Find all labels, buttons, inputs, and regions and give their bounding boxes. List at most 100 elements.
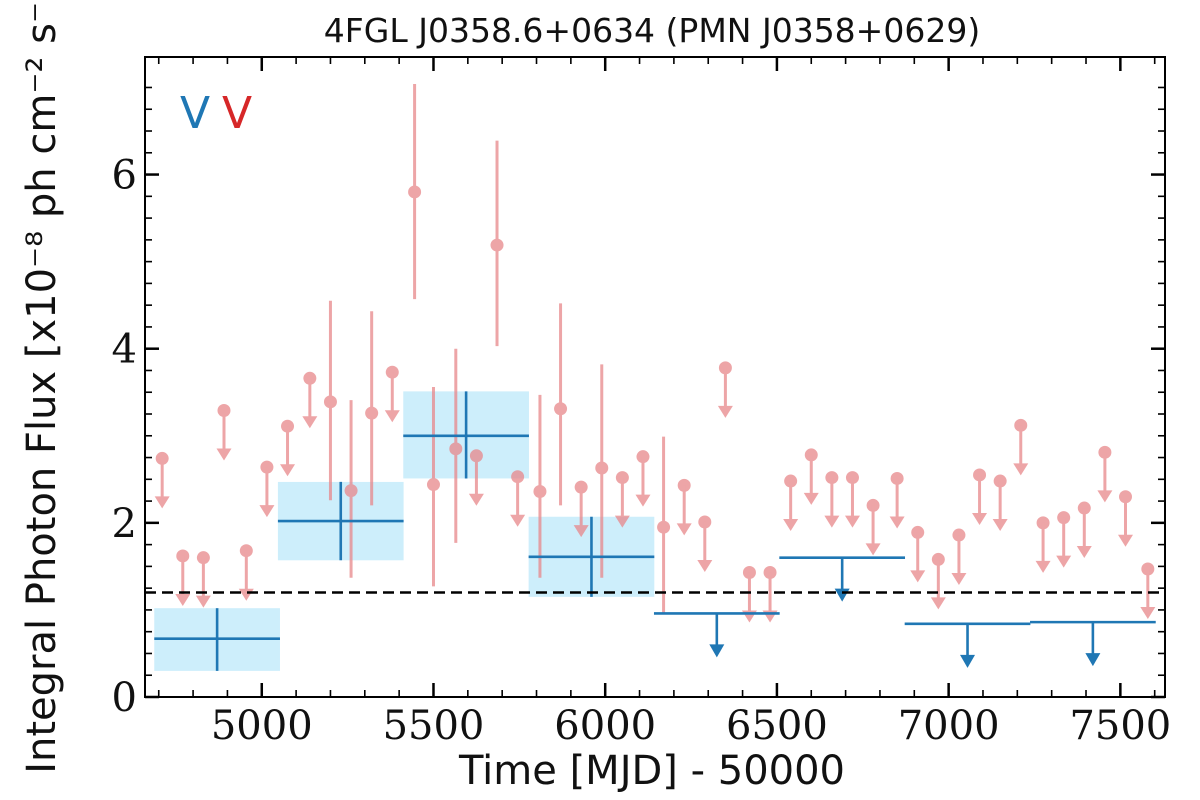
upper-limit-arrow-head: [717, 405, 733, 418]
upper-limit-point: [1056, 511, 1072, 568]
upper-limit-arrow: [1056, 517, 1072, 568]
upper-limit-arrow-head: [1035, 560, 1051, 573]
point-marker: [426, 478, 440, 492]
coarse-bin-series-layer: [154, 391, 1156, 671]
binned-data-point: [277, 481, 404, 561]
point-marker: [365, 406, 379, 420]
point-marker: [408, 185, 422, 199]
upper-limit-arrow: [717, 367, 733, 418]
upper-limit-arrow: [741, 572, 757, 623]
upper-limit-point: [824, 471, 840, 528]
upper-limit-arrow-head: [951, 573, 967, 586]
point-marker: [657, 520, 671, 534]
upper-limit-point: [195, 551, 211, 608]
upper-limit-arrow-head: [1085, 653, 1101, 667]
upper-limit-arrow: [844, 477, 860, 528]
y-axis-label: Integral Photon Flux [x10⁻⁸ ph cm⁻² s⁻¹]: [19, 0, 65, 774]
upper-limit-arrow: [992, 481, 1008, 532]
upper-limit-arrow: [614, 477, 630, 528]
data-point: [344, 400, 358, 578]
plot-frame: [144, 56, 1166, 698]
upper-limit-arrow: [697, 521, 713, 572]
data-point: [490, 140, 504, 347]
x-tick-label: 7000: [898, 703, 1000, 749]
upper-limit-arrow-head: [510, 514, 526, 527]
upper-limit-arrow: [930, 559, 946, 610]
upper-limit-arrow-head: [635, 494, 651, 507]
upper-limit-point: [717, 361, 733, 418]
upper-limit-arrow: [1118, 496, 1134, 547]
upper-limit-arrow-head: [930, 597, 946, 610]
binned-data-point: [154, 608, 280, 671]
upper-limit-arrow-head: [824, 515, 840, 528]
upper-limit-point: [992, 474, 1008, 532]
x-tick-label: 5000: [211, 703, 313, 749]
upper-limit-point: [468, 449, 484, 506]
upper-limit-arrow-head: [384, 410, 400, 423]
point-marker: [344, 484, 358, 498]
upper-limit-arrow: [175, 555, 191, 606]
upper-limit-point: [384, 365, 400, 423]
upper-limit-arrow-head: [195, 595, 211, 608]
upper-limit-point: [930, 552, 946, 610]
binned-upper-limit: [1030, 620, 1156, 667]
fine-bin-series-layer: [154, 83, 1156, 623]
upper-limit-arrow: [1076, 508, 1092, 559]
upper-limit-arrow: [280, 426, 296, 477]
upper-limit-point: [1013, 418, 1029, 476]
upper-limit-point: [697, 515, 713, 572]
upper-limit-arrow-head: [1097, 490, 1113, 503]
upper-limit-arrow: [510, 476, 526, 527]
upper-limit-point: [889, 471, 905, 529]
upper-limit-arrow-head: [468, 493, 484, 506]
upper-limit-arrow-head: [889, 516, 905, 529]
x-tick-label: 7500: [1069, 703, 1171, 749]
upper-limit-point: [1140, 562, 1156, 619]
upper-limit-arrow: [834, 557, 850, 602]
upper-limit-arrow-head: [709, 644, 725, 658]
x-tick-label: 6000: [554, 703, 656, 749]
upper-limit-arrow-head: [803, 492, 819, 505]
upper-limit-arrow-head: [992, 519, 1008, 532]
y-tick-label: 2: [112, 501, 137, 547]
upper-limit-arrow: [951, 535, 967, 586]
upper-limit-point: [951, 528, 967, 586]
binned-data-point: [403, 391, 529, 479]
upper-limit-arrow: [302, 378, 318, 429]
upper-limit-arrow: [468, 455, 484, 506]
upper-limit-arrow-head: [697, 559, 713, 572]
upper-limit-arrow-head: [972, 512, 988, 525]
x-axis-label: Time [MJD] - 50000: [458, 748, 845, 794]
upper-limit-arrow-head: [1013, 463, 1029, 476]
upper-limit-point: [510, 470, 526, 527]
upper-limit-point: [783, 474, 799, 532]
point-marker: [490, 238, 504, 252]
upper-limit-arrow-head: [1056, 555, 1072, 568]
legend-entry: V: [180, 88, 210, 139]
upper-limit-arrow: [910, 532, 926, 583]
point-marker: [323, 395, 337, 409]
upper-limit-arrow-head: [783, 519, 799, 532]
upper-limit-arrow-head: [238, 588, 254, 601]
binned-upper-limit: [904, 622, 1031, 668]
chart-title: 4FGL J0358.6+0634 (PMN J0358+0629): [324, 11, 980, 50]
point-marker: [449, 442, 463, 456]
upper-limit-arrow-head: [175, 593, 191, 606]
upper-limit-arrow-head: [1140, 607, 1156, 619]
x-tick-label: 6500: [726, 703, 828, 749]
upper-limit-arrow-head: [302, 416, 318, 429]
upper-limit-arrow-head: [960, 654, 976, 668]
upper-limit-point: [865, 498, 881, 556]
upper-limit-arrow: [803, 454, 819, 505]
point-marker: [533, 485, 547, 499]
axes-layer: 5000 5500 6000 6500 7000 7500 0 2 4 6: [112, 56, 1171, 749]
upper-limit-arrow-head: [216, 448, 232, 461]
data-point: [554, 303, 568, 506]
upper-limit-arrow: [195, 557, 211, 608]
upper-limit-arrow-head: [834, 588, 850, 602]
upper-limit-arrow: [824, 477, 840, 528]
upper-limit-arrow: [259, 467, 275, 518]
upper-limit-point: [1118, 490, 1134, 547]
y-tick-label: 0: [112, 675, 137, 721]
